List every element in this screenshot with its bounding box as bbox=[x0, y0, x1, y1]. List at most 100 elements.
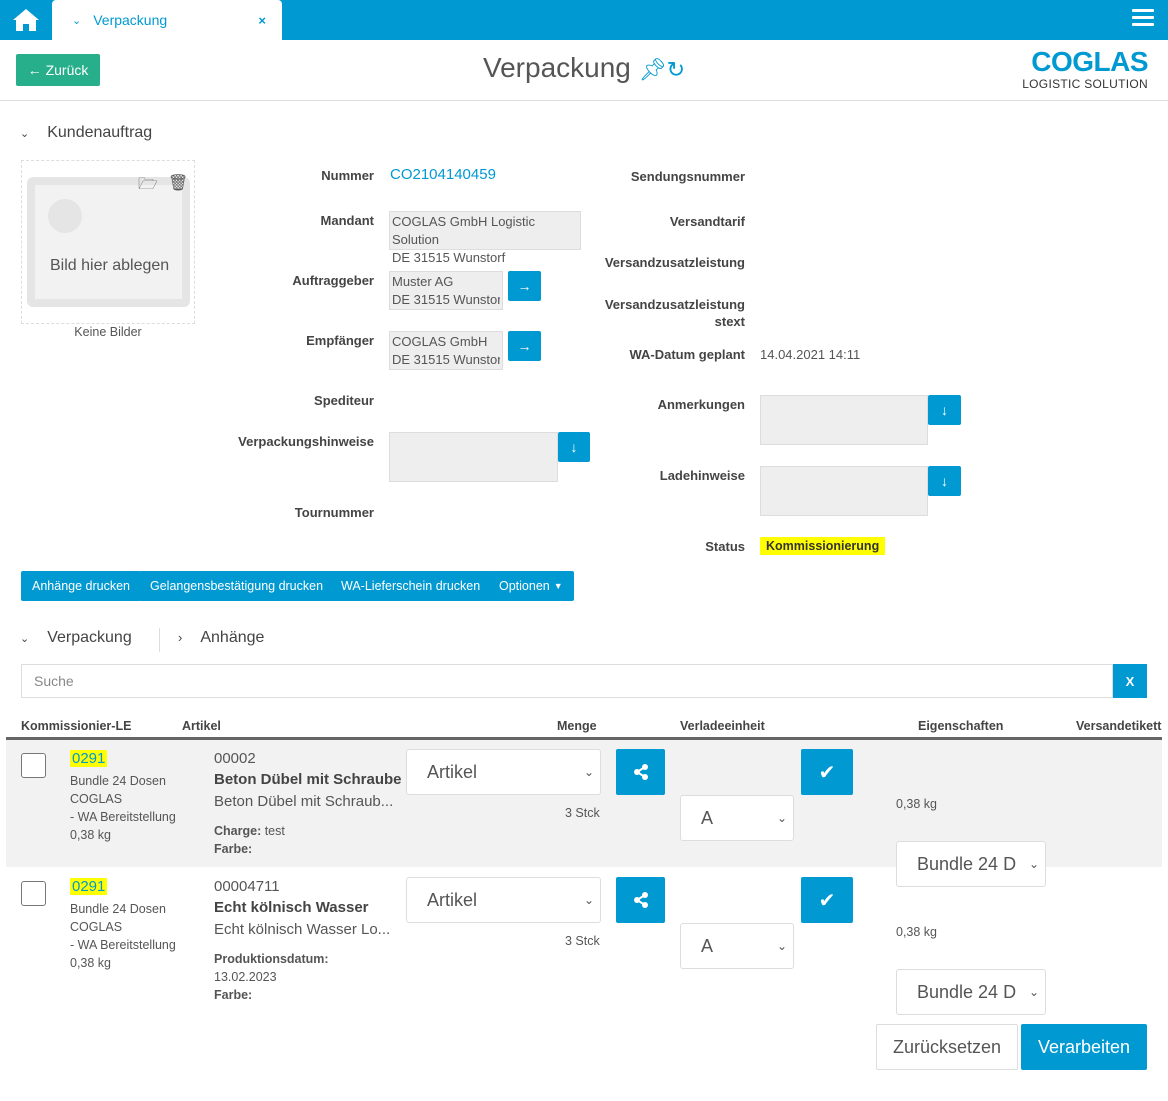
pin-icon[interactable]: 📌︎ bbox=[638, 57, 667, 82]
weight-value: 0,38 kg bbox=[896, 925, 938, 939]
hamburger-menu-icon[interactable] bbox=[1132, 9, 1154, 30]
check-icon: ✔ bbox=[818, 889, 836, 912]
chevron-down-icon: ⌄ bbox=[776, 939, 787, 953]
column-header: Menge bbox=[557, 719, 597, 733]
le-details: Bundle 24 Dosen COGLAS - WA Bereitstellung… bbox=[70, 774, 176, 842]
article-description: Beton Dübel mit Schraub... bbox=[214, 793, 394, 810]
status-badge: Kommissionierung bbox=[760, 537, 886, 555]
chevron-down-icon: ⌄ bbox=[583, 765, 594, 779]
confirm-button[interactable]: ✔ bbox=[801, 749, 853, 795]
print-confirmation-button[interactable]: Gelangensbestätigung drucken bbox=[139, 571, 335, 601]
trash-icon[interactable]: 🗑︎ bbox=[168, 175, 189, 192]
page-title: Verpackung bbox=[482, 52, 631, 83]
chevron-down-icon: ⌄ bbox=[20, 128, 30, 140]
arrow-left-icon: ← bbox=[27, 62, 42, 78]
print-delivery-note-button[interactable]: WA-Lieferschein drucken bbox=[330, 571, 492, 601]
arrow-right-icon: → bbox=[517, 278, 532, 294]
image-dropzone[interactable]: Bild hier ablegen 🗁 🗑︎ bbox=[21, 160, 195, 324]
print-attachments-button[interactable]: Anhänge drucken bbox=[21, 571, 141, 601]
empfaenger-open-button[interactable]: → bbox=[508, 331, 541, 361]
le-number[interactable]: 0291 bbox=[70, 878, 108, 895]
column-header: Verladeeinheit bbox=[680, 719, 765, 733]
reset-button[interactable]: Zurücksetzen bbox=[876, 1024, 1018, 1070]
search-clear-button[interactable]: X bbox=[1113, 664, 1147, 698]
loading-unit-select[interactable]: A ⌄ bbox=[680, 795, 794, 841]
verpackungshinweise-field[interactable] bbox=[389, 432, 558, 482]
label-versandtarif: Versandtarif bbox=[669, 214, 745, 229]
split-button[interactable] bbox=[616, 877, 665, 923]
caret-down-icon: ▼ bbox=[553, 581, 563, 591]
column-header: Eigenschaften bbox=[918, 719, 1004, 733]
quantity-unit-select[interactable]: Artikel ⌄ bbox=[406, 877, 601, 923]
article-name: Echt kölnisch Wasser bbox=[214, 899, 369, 916]
article-attributes: Charge: test Farbe: bbox=[214, 824, 285, 856]
empfaenger-value: COGLAS GmbH DE 31515 Wunstorf bbox=[389, 331, 503, 370]
label-spediteur: Spediteur bbox=[314, 393, 374, 408]
section-kundenauftrag[interactable]: ⌄ Kundenauftrag bbox=[20, 124, 152, 142]
back-label: Zurück bbox=[45, 62, 89, 78]
anmerkungen-field[interactable] bbox=[760, 395, 928, 445]
anmerkungen-expand-button[interactable]: ↓ bbox=[928, 395, 961, 425]
chevron-down-icon: ⌄ bbox=[20, 633, 30, 645]
image-caption: Keine Bilder bbox=[74, 325, 142, 339]
options-dropdown-button[interactable]: Optionen ▼ bbox=[488, 571, 574, 601]
label-sendungsnummer: Sendungsnummer bbox=[630, 169, 745, 184]
folder-open-icon[interactable]: 🗁 bbox=[138, 176, 158, 193]
home-button[interactable] bbox=[0, 0, 52, 40]
arrow-down-icon: ↓ bbox=[570, 439, 578, 455]
loading-unit-select[interactable]: A ⌄ bbox=[680, 923, 794, 969]
arrow-down-icon: ↓ bbox=[941, 402, 948, 418]
properties-select[interactable]: Bundle 24 D ⌄ bbox=[896, 969, 1046, 1015]
label-ladehinweise: Ladehinweise bbox=[659, 468, 745, 483]
chevron-down-icon: ⌄ bbox=[1028, 985, 1039, 999]
label-versandzusatzleistung: Versandzusatzleistung bbox=[604, 255, 745, 270]
drop-text: Bild hier ablegen bbox=[50, 257, 170, 274]
divider bbox=[6, 737, 1162, 740]
row-checkbox[interactable] bbox=[21, 753, 46, 778]
mandant-value: COGLAS GmbH Logistic Solution DE 31515 Wu… bbox=[389, 211, 581, 265]
tab-label: Anhänge bbox=[200, 629, 265, 646]
refresh-icon[interactable]: ↻ bbox=[666, 57, 686, 82]
label-wa-datum: WA-Datum geplant bbox=[629, 347, 745, 362]
logo: COGLAS LOGISTIC SOLUTION bbox=[1022, 46, 1148, 91]
auftraggeber-open-button[interactable]: → bbox=[508, 271, 541, 301]
options-label: Optionen bbox=[499, 579, 550, 593]
column-header: Artikel bbox=[182, 719, 221, 733]
quantity-value: 3 Stck bbox=[565, 806, 600, 820]
process-button[interactable]: Verarbeiten bbox=[1021, 1024, 1147, 1070]
le-number[interactable]: 0291 bbox=[70, 750, 108, 767]
label-tournummer: Tournummer bbox=[294, 505, 374, 520]
chevron-down-icon: ⌄ bbox=[72, 14, 82, 27]
properties-select[interactable]: Bundle 24 D ⌄ bbox=[896, 841, 1046, 887]
split-button[interactable] bbox=[616, 749, 665, 795]
arrow-right-icon: → bbox=[517, 338, 532, 354]
auftraggeber-value: Muster AG DE 31515 Wunstorf bbox=[389, 271, 503, 310]
row-checkbox[interactable] bbox=[21, 881, 46, 906]
tab-label: Verpackung bbox=[93, 12, 168, 28]
tab-label: Verpackung bbox=[47, 629, 132, 646]
column-header: Kommissionier-LE bbox=[21, 719, 132, 733]
chevron-down-icon: ⌄ bbox=[583, 893, 594, 907]
divider bbox=[0, 100, 1168, 101]
arrow-down-icon: ↓ bbox=[941, 473, 948, 489]
weight-value: 0,38 kg bbox=[896, 797, 938, 811]
verpackungshinweise-expand-button[interactable]: ↓ bbox=[558, 432, 590, 462]
ladehinweise-field[interactable] bbox=[760, 466, 928, 516]
wa-datum-value: 14.04.2021 14:11 bbox=[760, 347, 861, 362]
tab-verpackung[interactable]: ⌄ Verpackung × bbox=[52, 0, 282, 40]
label-anmerkungen: Anmerkungen bbox=[657, 397, 745, 412]
label-verpackungshinweise: Verpackungshinweise bbox=[238, 434, 374, 449]
tab-anhaenge[interactable]: › Anhänge bbox=[178, 629, 264, 647]
back-button[interactable]: ← Zurück bbox=[16, 54, 100, 86]
search-input[interactable]: Suche bbox=[21, 664, 1113, 698]
quantity-unit-select[interactable]: Artikel ⌄ bbox=[406, 749, 601, 795]
le-details: Bundle 24 Dosen COGLAS - WA Bereitstellung… bbox=[70, 902, 176, 970]
section-title: Kundenauftrag bbox=[47, 124, 153, 141]
ladehinweise-expand-button[interactable]: ↓ bbox=[928, 466, 961, 496]
chevron-down-icon: ⌄ bbox=[1028, 857, 1039, 871]
tab-close-button[interactable]: × bbox=[258, 12, 266, 28]
order-number-link[interactable]: CO2104140459 bbox=[390, 166, 496, 183]
label-mandant: Mandant bbox=[320, 213, 374, 228]
confirm-button[interactable]: ✔ bbox=[801, 877, 853, 923]
tab-verpackung-section[interactable]: ⌄ Verpackung bbox=[20, 629, 132, 647]
